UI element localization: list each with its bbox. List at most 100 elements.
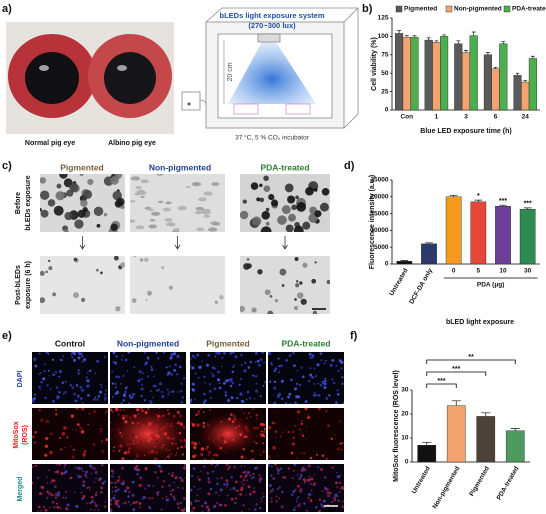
cell (228, 417, 232, 421)
cell (92, 410, 96, 414)
cell (77, 372, 81, 375)
cell (101, 449, 105, 453)
cell (110, 502, 112, 506)
cell (252, 490, 256, 494)
cell (93, 481, 96, 483)
cell (180, 509, 183, 511)
cell (313, 484, 315, 487)
cell (96, 398, 99, 401)
error-bar (434, 40, 439, 43)
cell (313, 188, 318, 192)
cell (224, 391, 227, 394)
cell (249, 397, 252, 399)
cell (59, 174, 68, 179)
cell (205, 505, 209, 509)
y-tick-label: 50 (381, 70, 389, 77)
cell (292, 436, 295, 439)
cell (155, 451, 159, 455)
cell (135, 464, 139, 468)
cell (124, 420, 128, 424)
cell (111, 475, 114, 478)
cell (141, 437, 145, 442)
cell (126, 450, 131, 454)
cell (336, 393, 340, 396)
lux: (270~300 lux) (248, 21, 296, 30)
cell (322, 499, 326, 503)
cell (298, 503, 301, 506)
cell (172, 495, 176, 499)
cell (337, 499, 340, 502)
cell (219, 295, 224, 300)
arrow (282, 236, 288, 250)
cell (191, 182, 202, 187)
micrograph (110, 352, 186, 404)
cell (262, 442, 265, 445)
cell (261, 433, 265, 437)
pupil (25, 52, 79, 104)
cell (120, 435, 123, 438)
cell (335, 400, 338, 403)
cell (308, 493, 312, 496)
cell (312, 310, 318, 314)
cell (229, 377, 233, 381)
cell (184, 443, 186, 445)
micrograph-content (32, 464, 108, 512)
cell (251, 476, 254, 479)
cell (99, 390, 103, 394)
cell (170, 372, 174, 376)
cell (335, 365, 338, 367)
cell (230, 488, 232, 491)
glow (110, 408, 186, 460)
legend-swatch (445, 5, 453, 13)
cell (251, 307, 257, 313)
cell (79, 426, 83, 430)
micrograph-content (268, 408, 344, 460)
cell (179, 439, 183, 443)
plate (233, 103, 259, 115)
cell (112, 449, 115, 453)
cell (162, 207, 171, 212)
cell (177, 486, 180, 489)
cell (165, 498, 170, 502)
cell (75, 428, 78, 431)
cell (166, 388, 169, 391)
cell (292, 508, 296, 512)
cell (97, 509, 100, 511)
bar (421, 243, 437, 265)
cell (339, 474, 342, 477)
bracket (426, 359, 516, 364)
panel-label: e) (2, 330, 12, 342)
cell (309, 367, 312, 370)
cell (305, 438, 307, 440)
cell (143, 454, 146, 456)
cell (297, 410, 301, 414)
cell (94, 470, 98, 475)
micrograph-content (190, 352, 266, 404)
cell (117, 488, 120, 491)
cell (149, 436, 153, 440)
micrograph (268, 352, 344, 404)
cell (249, 360, 252, 364)
cell (293, 364, 296, 368)
cell (339, 448, 343, 451)
cell (239, 475, 243, 478)
cell (197, 410, 200, 413)
cell (150, 433, 155, 438)
cell (206, 363, 209, 367)
cell (207, 227, 218, 232)
cell (86, 511, 89, 512)
x-tick-label: 30 (524, 268, 532, 275)
cell (324, 379, 327, 383)
cell (239, 493, 242, 496)
cell (246, 390, 250, 394)
cell (271, 421, 275, 425)
cell (318, 498, 321, 501)
cell (247, 366, 251, 369)
cell (166, 436, 171, 440)
cell (331, 378, 334, 381)
cell (304, 400, 308, 403)
cell (259, 183, 263, 188)
micrograph-bg (110, 352, 186, 404)
cell (100, 271, 103, 275)
